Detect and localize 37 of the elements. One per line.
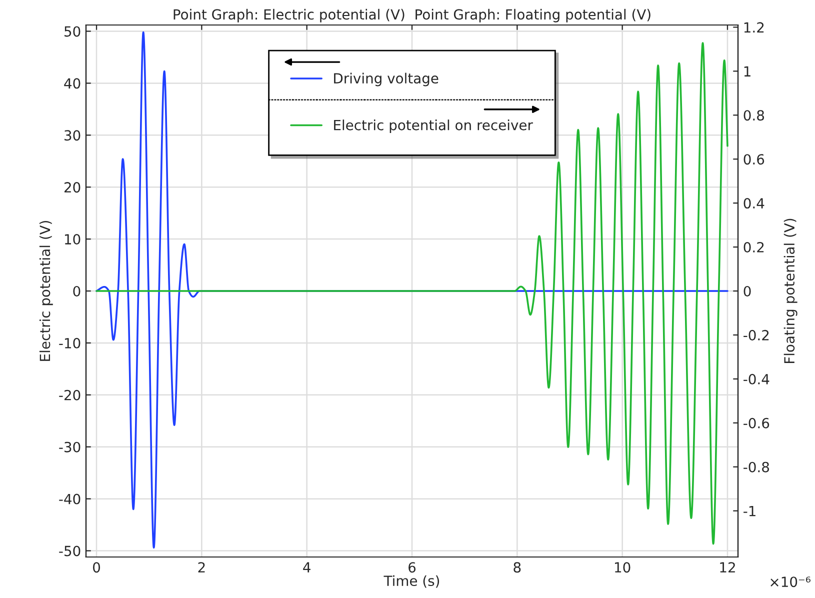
y-axis-title: Electric potential (V)	[39, 220, 53, 361]
x-tick-label: 4	[303, 562, 310, 572]
y2-tick-label: 1	[744, 66, 750, 76]
y2-axis-title: Floating potential (V)	[784, 218, 798, 363]
y2-tick-label: 0.2	[744, 242, 764, 253]
x-axis-title: Time (s)	[384, 575, 440, 588]
y2-tick-label: 0.6	[744, 154, 764, 165]
y-tick-label: 40	[64, 78, 80, 89]
y-tick-label: 10	[64, 234, 80, 245]
y2-tick-label: -0.6	[744, 418, 770, 428]
x-tick-label: 8	[514, 562, 521, 573]
x-tick-label: 6	[408, 562, 416, 573]
y2-tick-label: -0.4	[744, 374, 770, 384]
y-tick-label: 50	[64, 26, 80, 37]
x-tick-label: 2	[198, 562, 205, 572]
x-tick-label: 12	[720, 562, 735, 572]
y2-tick-label: 0.4	[744, 198, 764, 209]
y-tick-label: 30	[64, 130, 80, 141]
x-tick-label: 10	[615, 562, 630, 573]
y-tick-label: -50	[59, 546, 80, 556]
y-tick-label: -10	[59, 338, 80, 348]
y-tick-label: -20	[59, 390, 80, 400]
y2-tick-label: -0.8	[744, 462, 770, 472]
y-tick-label: 0	[73, 286, 80, 296]
y2-tick-label: 0	[744, 286, 751, 296]
y-tick-label: 20	[64, 182, 80, 193]
y2-tick-label: 0.8	[744, 110, 764, 121]
legend-label: Driving voltage	[334, 72, 438, 86]
y-tick-label: -40	[59, 494, 80, 504]
y2-tick-label: -1	[744, 506, 756, 516]
text: ×10⁻⁶	[770, 576, 810, 588]
y-tick-label: -30	[59, 442, 80, 452]
legend-label: Electric potential on receiver	[334, 120, 533, 134]
y2-tick-label: 1.2	[744, 22, 764, 32]
chart-title: Point Graph: Electric potential (V) Point Graph: Floating potential (V)	[174, 8, 650, 22]
x-tick-label: 0	[93, 562, 100, 573]
y2-tick-label: -0.2	[744, 330, 769, 340]
